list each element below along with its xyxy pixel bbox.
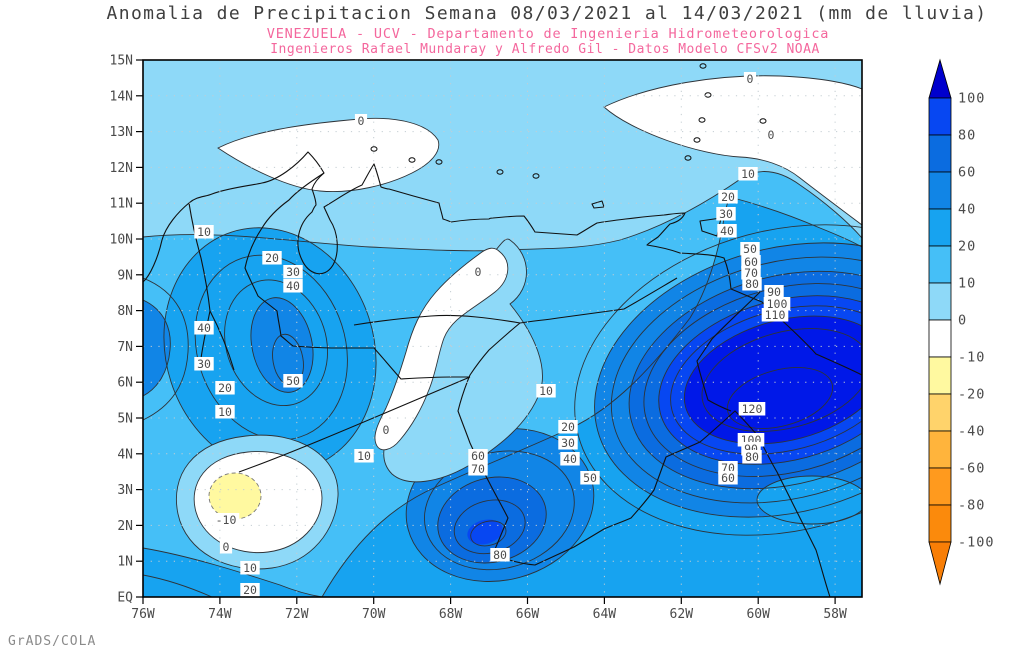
svg-text:15N: 15N bbox=[110, 54, 133, 69]
svg-text:58W: 58W bbox=[823, 607, 847, 622]
svg-text:30: 30 bbox=[719, 207, 733, 221]
svg-text:-100: -100 bbox=[958, 535, 995, 551]
svg-text:0: 0 bbox=[383, 423, 390, 437]
svg-text:7N: 7N bbox=[117, 340, 133, 355]
svg-text:70W: 70W bbox=[362, 607, 386, 622]
svg-text:90: 90 bbox=[767, 285, 781, 299]
graticule bbox=[143, 60, 862, 597]
svg-text:20: 20 bbox=[721, 190, 735, 204]
svg-text:20: 20 bbox=[243, 583, 257, 597]
svg-text:80: 80 bbox=[493, 548, 507, 562]
svg-text:40: 40 bbox=[720, 224, 734, 238]
svg-text:20: 20 bbox=[561, 420, 575, 434]
plot-subtitle-institution: VENEZUELA - UCV - Departamento de Ingeni… bbox=[266, 26, 830, 42]
svg-text:20: 20 bbox=[958, 239, 976, 255]
svg-text:20: 20 bbox=[218, 381, 232, 395]
svg-text:5N: 5N bbox=[117, 412, 133, 427]
svg-text:2N: 2N bbox=[117, 519, 133, 534]
svg-text:40: 40 bbox=[958, 202, 976, 218]
svg-text:120: 120 bbox=[742, 402, 763, 416]
svg-text:68W: 68W bbox=[439, 607, 463, 622]
svg-text:6N: 6N bbox=[117, 376, 133, 391]
svg-text:3N: 3N bbox=[117, 483, 133, 498]
svg-text:9N: 9N bbox=[117, 268, 133, 283]
svg-text:60: 60 bbox=[471, 449, 485, 463]
svg-text:30: 30 bbox=[197, 357, 211, 371]
svg-text:72W: 72W bbox=[285, 607, 309, 622]
svg-text:20: 20 bbox=[265, 251, 279, 265]
svg-text:80: 80 bbox=[745, 277, 759, 291]
svg-text:74W: 74W bbox=[208, 607, 232, 622]
svg-text:-80: -80 bbox=[958, 498, 985, 514]
svg-text:10: 10 bbox=[218, 405, 232, 419]
svg-text:0: 0 bbox=[958, 313, 967, 329]
svg-text:-40: -40 bbox=[958, 424, 985, 440]
svg-text:14N: 14N bbox=[110, 89, 133, 104]
svg-text:100: 100 bbox=[958, 91, 985, 107]
svg-text:60: 60 bbox=[958, 165, 976, 181]
svg-text:30: 30 bbox=[561, 436, 575, 450]
svg-text:62W: 62W bbox=[670, 607, 694, 622]
svg-text:11N: 11N bbox=[110, 197, 133, 212]
svg-text:40: 40 bbox=[563, 452, 577, 466]
svg-text:10: 10 bbox=[958, 276, 976, 292]
svg-text:1N: 1N bbox=[117, 555, 133, 570]
svg-text:4N: 4N bbox=[117, 447, 133, 462]
x-axis-labels: 76W 74W 72W 70W 68W 66W 64W 62W 60W 58W bbox=[131, 597, 847, 622]
svg-text:0: 0 bbox=[358, 114, 365, 128]
plot-subtitle-authors: Ingenieros Rafael Mundaray y Alfredo Gil… bbox=[270, 42, 820, 57]
svg-text:66W: 66W bbox=[516, 607, 540, 622]
plot-title: Anomalia de Precipitacion Semana 08/03/2… bbox=[106, 3, 988, 24]
svg-text:13N: 13N bbox=[110, 125, 133, 140]
svg-text:70: 70 bbox=[744, 266, 758, 280]
svg-text:60: 60 bbox=[744, 255, 758, 269]
svg-text:50: 50 bbox=[583, 471, 597, 485]
svg-text:10: 10 bbox=[243, 561, 257, 575]
svg-text:0: 0 bbox=[768, 128, 775, 142]
svg-text:64W: 64W bbox=[593, 607, 617, 622]
svg-text:-10: -10 bbox=[216, 513, 237, 527]
svg-text:0: 0 bbox=[475, 265, 482, 279]
svg-text:8N: 8N bbox=[117, 304, 133, 319]
map-field: 0102030404030201050010-10010200102030405… bbox=[143, 60, 862, 597]
svg-text:10: 10 bbox=[357, 449, 371, 463]
grads-credit: GrADS/COLA bbox=[8, 634, 97, 649]
svg-text:-60: -60 bbox=[958, 461, 985, 477]
svg-text:EQ: EQ bbox=[117, 591, 133, 606]
svg-text:60: 60 bbox=[721, 471, 735, 485]
svg-text:10: 10 bbox=[539, 384, 553, 398]
svg-text:60W: 60W bbox=[746, 607, 770, 622]
map-frame: 15N 14N 13N 12N 11N 10N 9N 8N 7N 6N 5N 4N 3N 2N 1N EQ76… bbox=[110, 54, 863, 622]
svg-text:0: 0 bbox=[223, 540, 230, 554]
svg-text:40: 40 bbox=[286, 279, 300, 293]
svg-text:100: 100 bbox=[767, 297, 788, 311]
y-axis-labels: 15N 14N 13N 12N 11N 10N 9N 8N 7N 6N 5N 4N 3N 2N 1N EQ bbox=[110, 54, 143, 606]
svg-text:110: 110 bbox=[765, 308, 786, 322]
svg-text:80: 80 bbox=[745, 450, 759, 464]
svg-text:30: 30 bbox=[286, 265, 300, 279]
svg-text:0: 0 bbox=[747, 72, 754, 86]
svg-text:10N: 10N bbox=[110, 233, 133, 248]
svg-text:50: 50 bbox=[286, 374, 300, 388]
svg-text:76W: 76W bbox=[131, 607, 155, 622]
svg-text:12N: 12N bbox=[110, 161, 133, 176]
svg-text:40: 40 bbox=[197, 321, 211, 335]
svg-text:10: 10 bbox=[197, 225, 211, 239]
svg-text:-10: -10 bbox=[958, 350, 985, 366]
svg-text:80: 80 bbox=[958, 128, 976, 144]
contour-labels: 0102030404030201050010-10010200102030405… bbox=[194, 72, 791, 597]
svg-text:70: 70 bbox=[471, 462, 485, 476]
svg-text:50: 50 bbox=[743, 242, 757, 256]
svg-text:10: 10 bbox=[741, 167, 755, 181]
svg-text:-20: -20 bbox=[958, 387, 985, 403]
